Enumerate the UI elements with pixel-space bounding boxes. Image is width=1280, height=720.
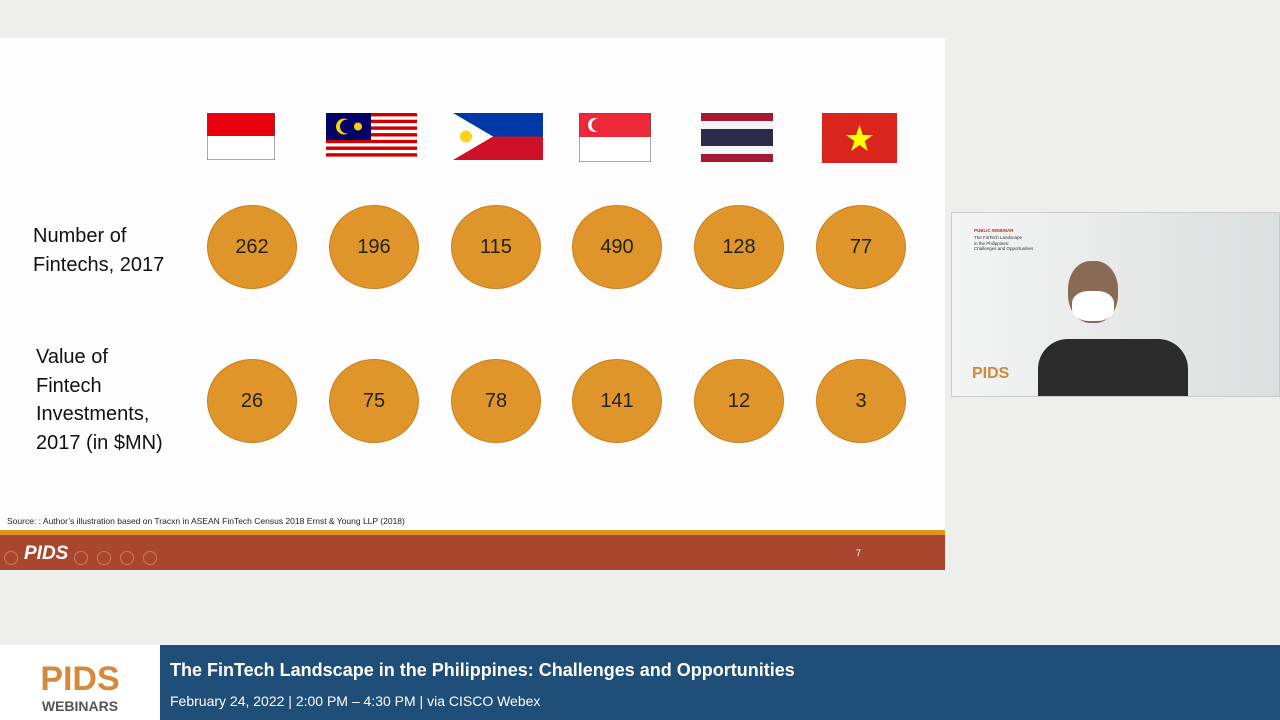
flag [579,113,651,162]
logo-text: PIDS [40,660,120,698]
video-title-line: in the Philippines: [974,240,1010,246]
flag [822,113,897,163]
label-line: Fintech [36,374,102,397]
flag [207,113,275,160]
video-title-line: The FinTech Landscape [974,235,1023,240]
banner-logo: PIDS WEBINARS [0,645,160,720]
zoom-button[interactable] [97,551,111,565]
accent-bar [0,530,945,535]
pointer-button[interactable] [120,551,134,565]
video-tile: PUBLIC WEBINAR The FinTech Landscape in t… [951,212,1280,397]
video-logo: PIDS [972,365,1010,382]
page-number: 7 [856,548,862,558]
source: Source: : Author’s illustration based on… [7,516,405,526]
slide-logo: PIDS [24,543,69,564]
flag [453,113,543,160]
label-line: Number of [33,225,127,247]
flag [701,113,773,162]
presenter [1038,261,1188,396]
value-circle: 128 [694,205,784,289]
logo-sub: WEBINARS [41,698,119,714]
value-circle: 3 [816,359,906,443]
value-circle: 196 [329,205,419,289]
value-circle: 77 [816,205,906,289]
slides-button[interactable] [74,551,88,565]
value-circle: 12 [694,359,784,443]
value-circle: 75 [329,359,419,443]
value-circle: 115 [451,205,541,289]
label-line: Value of [36,346,108,368]
label-line: Investments, [36,403,150,425]
row-label: Value of Fintech Investments, 2017 (in $MN) [36,343,163,457]
prev-button[interactable] [4,551,18,565]
value-circle: 262 [207,205,297,289]
banner: The FinTech Landscape in the Philippines… [0,645,1280,720]
banner-title: The FinTech Landscape in the Philippines… [170,660,795,680]
flag [326,113,417,160]
video-title-line: Challenges and Opportunities [974,246,1034,251]
value-circle: 490 [572,205,662,289]
slide-footer [0,535,945,570]
value-circle: 141 [572,359,662,443]
label-line: Fintechs, 2017 [33,253,165,276]
row-label: Number of Fintechs, 2017 [33,222,164,279]
video-title: The FinTech Landscape in the Philippines:… [974,235,1033,252]
video-tag: PUBLIC WEBINAR [974,228,1014,233]
value-circle: 26 [207,359,297,443]
more-button[interactable] [143,551,157,565]
label-line: 2017 (in $MN) [36,431,163,454]
value-circle: 78 [451,359,541,443]
banner-subtitle: February 24, 2022 | 2:00 PM – 4:30 PM | … [170,693,541,709]
